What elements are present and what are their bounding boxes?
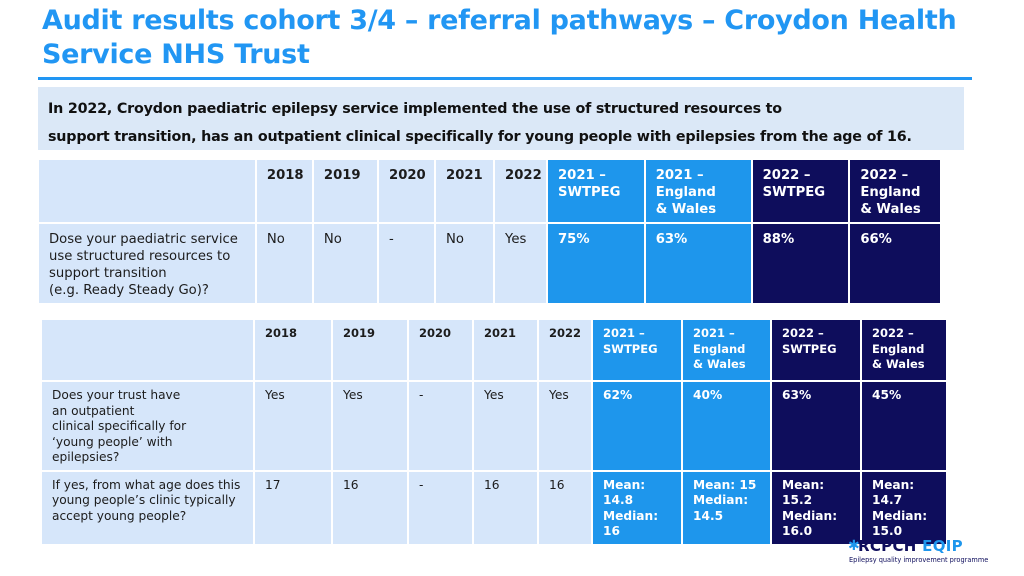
summary-line-2: support transition, has an outpatient cl…: [48, 123, 954, 151]
value-2022: Yes: [495, 224, 546, 303]
value-2021: Yes: [474, 382, 537, 470]
value-2018: 17: [255, 472, 331, 544]
value-2021-swtpeg: 62%: [593, 382, 681, 470]
header-2019: 2019: [314, 160, 377, 222]
value-2018: Yes: [255, 382, 331, 470]
logo-wordmark: RCPCH EQIP: [858, 537, 963, 555]
logo-name: RCPCH: [858, 537, 917, 555]
value-2022-swtpeg: Mean: 15.2 Median: 16.0: [772, 472, 860, 544]
logo-subtitle: Epilepsy quality improvement programme: [849, 556, 988, 564]
value-2018: No: [257, 224, 312, 303]
header-2020: 2020: [409, 320, 472, 380]
header-2021-swtpeg: 2021 – SWTPEG: [548, 160, 644, 222]
value-2022: 16: [539, 472, 591, 544]
table-row: If yes, from what age does this young pe…: [42, 472, 946, 544]
summary-box: In 2022, Croydon paediatric epilepsy ser…: [38, 87, 964, 150]
header-2019: 2019: [333, 320, 407, 380]
value-2020: -: [409, 472, 472, 544]
header-2022-england-wales: 2022 – England & Wales: [862, 320, 946, 380]
title-divider: [38, 77, 972, 80]
header-2022-swtpeg: 2022 – SWTPEG: [753, 160, 849, 222]
row-label: Dose your paediatric service use structu…: [39, 224, 255, 303]
value-2022-swtpeg: 88%: [753, 224, 849, 303]
page-title: Audit results cohort 3/4 – referral path…: [42, 4, 982, 72]
header-2021-england-wales: 2021 – England & Wales: [646, 160, 751, 222]
header-empty-cell: [39, 160, 255, 222]
summary-line-1: In 2022, Croydon paediatric epilepsy ser…: [48, 95, 954, 123]
header-2021: 2021: [436, 160, 493, 222]
value-2021-swtpeg: 75%: [548, 224, 644, 303]
value-2022-england-wales: 45%: [862, 382, 946, 470]
value-2022-england-wales: 66%: [850, 224, 940, 303]
header-2022: 2022: [539, 320, 591, 380]
value-2022-england-wales: Mean: 14.7 Median: 15.0: [862, 472, 946, 544]
rcpch-eqip-logo: ✱ RCPCH EQIP Epilepsy quality improvemen…: [848, 537, 988, 567]
header-2022: 2022: [495, 160, 546, 222]
header-2021-england-wales: 2021 – England & Wales: [683, 320, 770, 380]
table-header-row: 2018 2019 2020 2021 2022 2021 – SWTPEG 2…: [39, 160, 940, 222]
value-2021: No: [436, 224, 493, 303]
header-2018: 2018: [257, 160, 312, 222]
transition-resources-table: 2018 2019 2020 2021 2022 2021 – SWTPEG 2…: [37, 158, 942, 305]
value-2019: 16: [333, 472, 407, 544]
header-2020: 2020: [379, 160, 434, 222]
value-2019: No: [314, 224, 377, 303]
logo-product: EQIP: [922, 537, 963, 555]
young-people-clinic-table: 2018 2019 2020 2021 2022 2021 – SWTPEG 2…: [40, 318, 948, 546]
value-2021-england-wales: 40%: [683, 382, 770, 470]
value-2022: Yes: [539, 382, 591, 470]
value-2021-england-wales: 63%: [646, 224, 751, 303]
header-empty-cell: [42, 320, 253, 380]
header-2022-swtpeg: 2022 – SWTPEG: [772, 320, 860, 380]
header-2021: 2021: [474, 320, 537, 380]
table-row: Does your trust have an outpatient clini…: [42, 382, 946, 470]
value-2022-swtpeg: 63%: [772, 382, 860, 470]
row-label: If yes, from what age does this young pe…: [42, 472, 253, 544]
value-2019: Yes: [333, 382, 407, 470]
value-2020: -: [409, 382, 472, 470]
header-2021-swtpeg: 2021 – SWTPEG: [593, 320, 681, 380]
table-row: Dose your paediatric service use structu…: [39, 224, 940, 303]
value-2020: -: [379, 224, 434, 303]
header-2022-england-wales: 2022 – England & Wales: [850, 160, 940, 222]
value-2021-england-wales: Mean: 15 Median: 14.5: [683, 472, 770, 544]
row-label: Does your trust have an outpatient clini…: [42, 382, 253, 470]
header-2018: 2018: [255, 320, 331, 380]
table-header-row: 2018 2019 2020 2021 2022 2021 – SWTPEG 2…: [42, 320, 946, 380]
value-2021: 16: [474, 472, 537, 544]
value-2021-swtpeg: Mean: 14.8 Median: 16: [593, 472, 681, 544]
